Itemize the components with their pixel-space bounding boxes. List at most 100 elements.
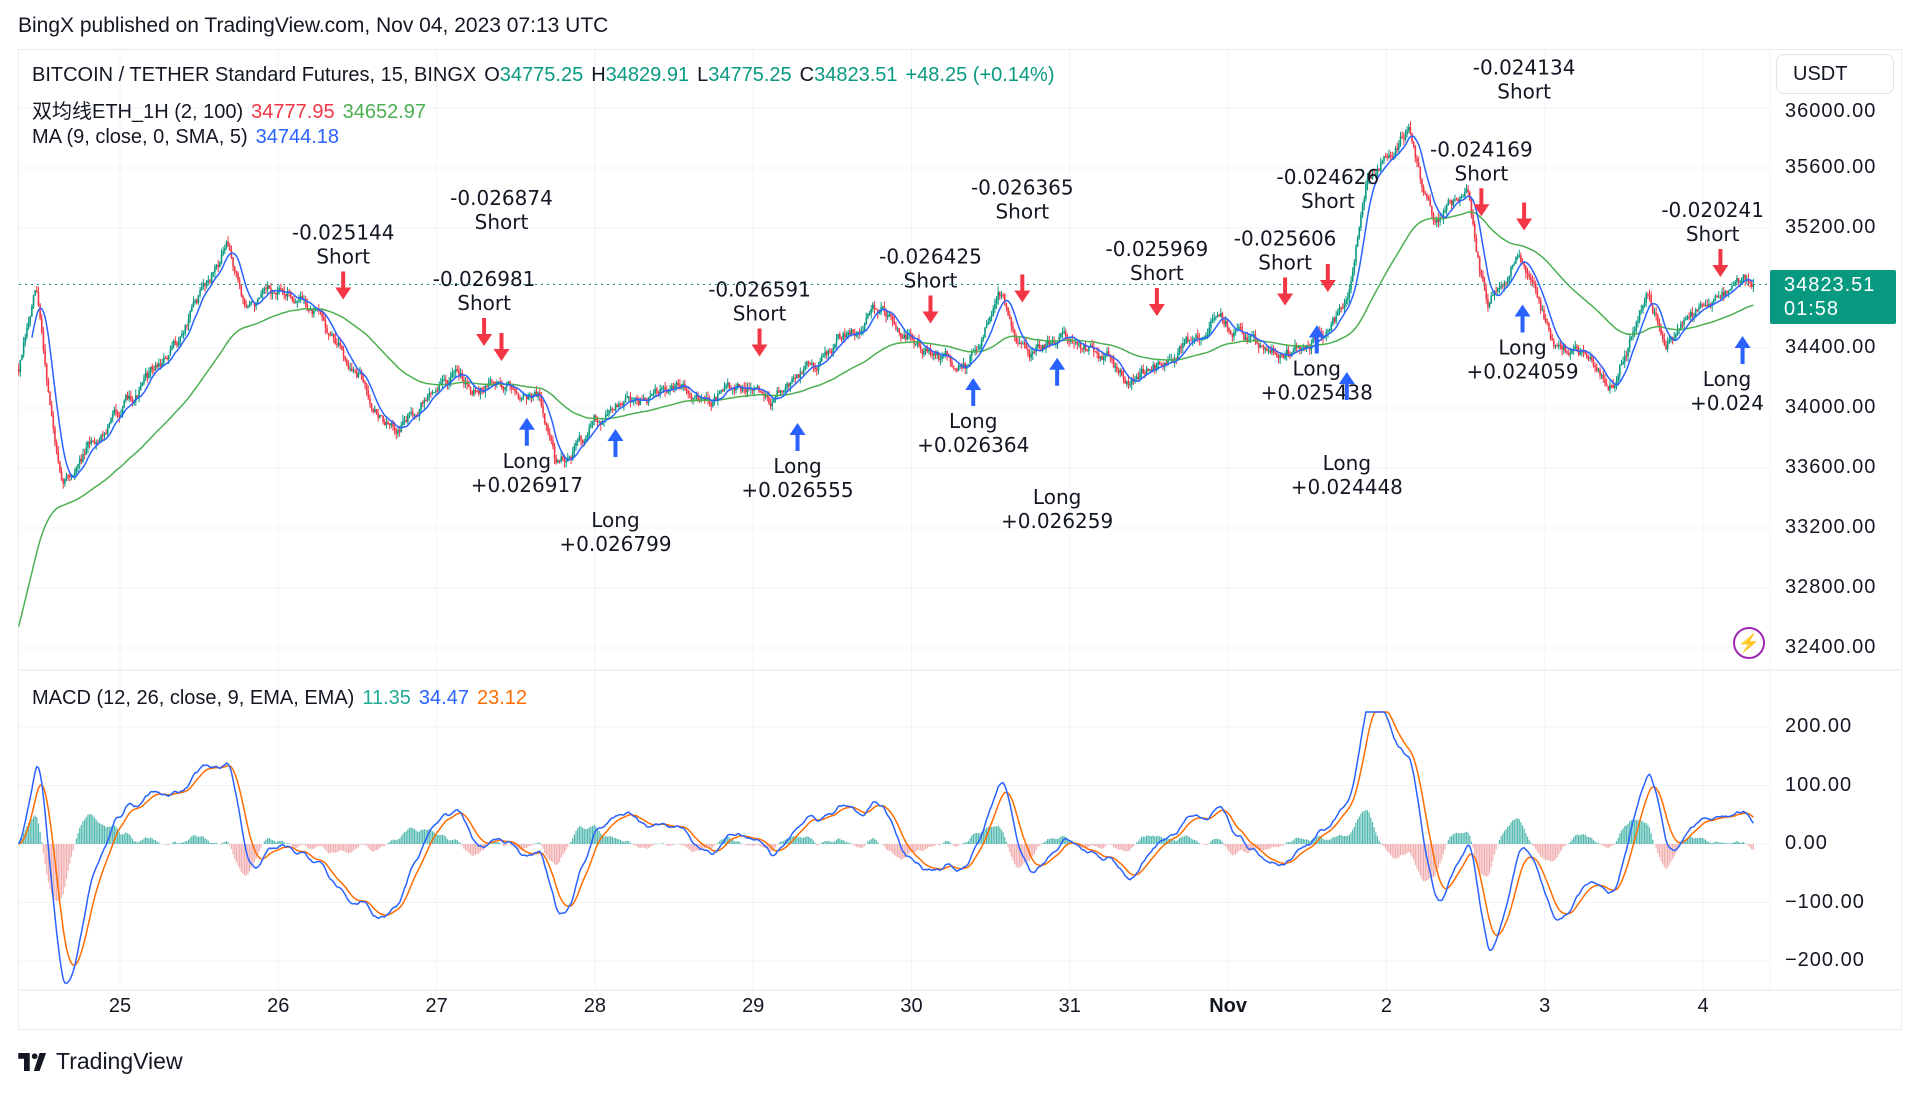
macd-hist-bar	[709, 844, 711, 848]
macd-hist-bar	[1729, 843, 1731, 844]
macd-hist-bar	[1571, 839, 1573, 844]
macd-hist-bar	[994, 826, 996, 844]
macd-hist-bar	[1185, 835, 1187, 844]
macd-hist-bar	[1348, 834, 1350, 844]
lightning-alert-icon[interactable]: ⚡	[1733, 627, 1765, 659]
macd-hist-bar	[953, 844, 955, 846]
candle-body	[314, 309, 317, 311]
macd-hist-bar	[473, 844, 475, 856]
macd-hist-bar	[781, 841, 783, 844]
candle-body	[817, 365, 820, 371]
macd-hist-bar	[1198, 843, 1200, 844]
candle-body	[1609, 384, 1611, 390]
macd-hist-bar	[1093, 844, 1095, 846]
candle-body	[355, 371, 358, 378]
candle-body	[456, 369, 459, 371]
candle-body	[791, 378, 793, 383]
candle-body	[1101, 356, 1103, 361]
candle-body	[591, 421, 594, 426]
candle-body	[210, 273, 213, 283]
candle-body	[712, 402, 714, 407]
candle-body	[1264, 348, 1267, 350]
macd-hist-bar	[1739, 842, 1741, 844]
candle-body	[514, 388, 516, 392]
macd-hist-bar	[624, 841, 627, 844]
time-tick-label: 26	[267, 995, 290, 1017]
candle-body	[1579, 352, 1582, 355]
macd-hist-bar	[1492, 844, 1494, 862]
candle-body	[1241, 327, 1244, 334]
macd-hist-bar	[309, 844, 312, 849]
tradingview-logo[interactable]: TradingView	[18, 1048, 183, 1075]
dual-ma-legend[interactable]: 双均线ETH_1H (2, 100) 34777.95 34652.97	[32, 95, 434, 124]
macd-hist-bar	[1752, 844, 1754, 850]
macd-hist-bar	[54, 844, 56, 901]
macd-hist-bar	[1027, 844, 1029, 861]
macd-hist-bar	[733, 841, 735, 844]
candle-body	[306, 303, 309, 311]
candle-body	[1244, 337, 1247, 340]
candles	[17, 121, 1755, 489]
macd-hist-bar	[1121, 844, 1123, 850]
macd-hist-bar	[633, 844, 635, 846]
macd-hist-bar	[1230, 844, 1232, 854]
candle-body	[1147, 368, 1150, 371]
candle-body	[1284, 355, 1286, 359]
macd-hist-bar	[408, 827, 411, 844]
macd-hist-bar	[555, 844, 557, 866]
macd-hist-bar	[911, 844, 914, 852]
candle-body	[832, 347, 835, 353]
candle-body	[1455, 199, 1458, 201]
macd-hist-bar	[1050, 838, 1052, 844]
macd-hist-bar	[826, 841, 828, 844]
candle-body	[1567, 352, 1570, 355]
candle-body	[896, 328, 899, 330]
macd-hist-bar	[926, 844, 928, 849]
candle-body	[1142, 368, 1145, 374]
candle-body	[773, 399, 775, 403]
macd-hist-bar	[715, 844, 717, 845]
macd-hist-bar	[176, 843, 178, 844]
symbol-name[interactable]: BITCOIN / TETHER Standard Futures, 15, B…	[32, 64, 477, 86]
macd-hist-bar	[527, 844, 529, 847]
macd-hist-bar	[364, 844, 366, 845]
macd-hist-bar	[1545, 844, 1547, 861]
macd-hist-bar	[72, 844, 74, 851]
candle-body	[228, 245, 231, 251]
macd-hist-bar	[1477, 844, 1479, 867]
macd-hist-bar	[59, 844, 61, 901]
macd-legend[interactable]: MACD (12, 26, close, 9, EMA, EMA) 11.35 34…	[32, 687, 535, 710]
candle-body	[1417, 162, 1420, 168]
candle-body	[403, 420, 406, 422]
ma-legend[interactable]: MA (9, close, 0, SMA, 5) 34744.18	[32, 126, 347, 149]
macd-hist-bar	[628, 841, 630, 844]
macd-hist-bar	[1622, 828, 1624, 844]
macd-hist-bar	[288, 843, 290, 844]
macd-hist-bar	[123, 833, 125, 844]
candle-body	[438, 384, 440, 391]
macd-hist-bar	[1487, 844, 1489, 877]
time-tick-label: Nov	[1209, 995, 1247, 1017]
macd-hist-bar	[699, 844, 701, 851]
macd-hist-bar	[905, 844, 907, 858]
macd-hist-bar	[1393, 844, 1395, 859]
candle-body	[232, 257, 234, 267]
candle-body	[1277, 356, 1280, 359]
macd-hist-bar	[1266, 844, 1268, 850]
currency-button[interactable]: USDT	[1776, 54, 1894, 94]
candle-body	[377, 413, 379, 418]
candle-body	[926, 348, 929, 352]
dual-ma-slow-value: 34652.97	[342, 101, 427, 123]
candle-body	[507, 381, 510, 384]
macd-hist-bar	[1292, 840, 1294, 844]
candle-body	[1460, 196, 1463, 199]
macd-hist-bar	[873, 838, 876, 844]
signal-value: -0.025144	[292, 221, 395, 245]
candle-body	[964, 363, 966, 369]
macd-hist-bar	[1009, 844, 1011, 852]
